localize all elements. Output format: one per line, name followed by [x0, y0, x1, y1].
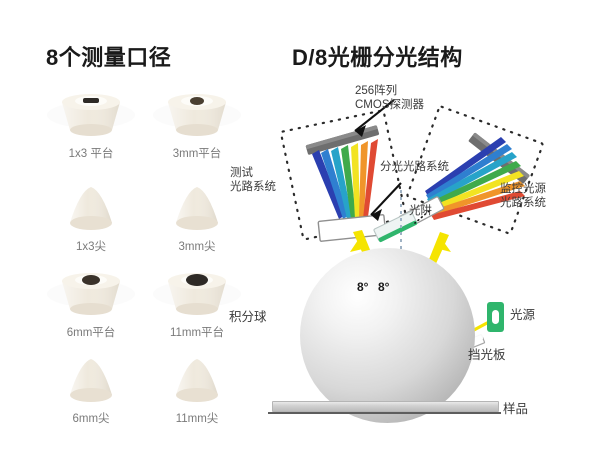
label-test-optics: 测试 光路系统	[230, 166, 276, 194]
aperture-item[interactable]: 3mm平台	[138, 82, 256, 170]
label-test-optics-line1: 测试	[230, 167, 253, 179]
aperture-label: 1x3尖	[75, 241, 107, 253]
integrating-sphere	[300, 248, 475, 423]
label-light-trap: 光阱	[409, 205, 432, 217]
label-baffle: 挡光板	[468, 348, 506, 362]
label-spectro-optics: 分光光路系统	[380, 161, 449, 173]
spectrum-fan-left	[312, 139, 378, 219]
aperture-item[interactable]: 1x3尖	[32, 175, 150, 263]
aperture-item[interactable]: 6mm平台	[32, 261, 150, 349]
label-monitor-line1: 监控光源	[500, 183, 546, 195]
aperture-item[interactable]: 1x3 平台	[32, 82, 150, 170]
aperture-item[interactable]: 6mm尖	[32, 347, 150, 435]
aperture-item[interactable]: 11mm平台	[138, 261, 256, 349]
page-title-left: 8个测量口径	[46, 45, 172, 70]
aperture-label: 11mm平台	[169, 327, 225, 339]
label-sample: 样品	[503, 402, 529, 416]
aperture-label: 3mm尖	[178, 241, 216, 253]
aperture-item[interactable]: 3mm尖	[138, 175, 256, 263]
aperture-label: 6mm平台	[66, 327, 116, 339]
aperture-label: 1x3 平台	[68, 148, 114, 160]
label-angle-left: 8°	[357, 280, 369, 294]
spectrum-fan-right	[425, 137, 525, 220]
aperture-cone-icon	[138, 347, 256, 411]
aperture-platform-icon	[138, 82, 256, 146]
aperture-grid: 1x3 平台	[20, 82, 270, 437]
label-monitor-line2: 光路系统	[500, 197, 546, 209]
label-test-optics-line2: 光路系统	[230, 181, 276, 193]
light-source-icon	[487, 302, 504, 332]
light-trap-element	[373, 211, 418, 243]
aperture-label: 6mm尖	[72, 413, 110, 425]
aperture-label: 3mm平台	[172, 148, 222, 160]
aperture-platform-icon	[32, 261, 150, 325]
sample-stage	[272, 401, 499, 412]
aperture-platform-icon	[138, 261, 256, 325]
aperture-platform-icon	[32, 82, 150, 146]
aperture-cone-icon	[32, 175, 150, 239]
label-cmos-line1: 256阵列	[355, 85, 398, 97]
label-monitor-optics: 监控光源 光路系统	[500, 182, 546, 210]
label-integrating-sphere: 积分球	[229, 310, 267, 324]
aperture-item[interactable]: 11mm尖	[138, 347, 256, 435]
aperture-cone-icon	[138, 175, 256, 239]
page-title-right: D/8光栅分光结构	[292, 45, 463, 70]
aperture-label: 11mm尖	[175, 413, 219, 425]
label-angle-right: 8°	[378, 280, 390, 294]
d8-diagram: 256阵列 CMOS探测器 测试 光路系统 分光光路系统 光阱 监控光源 光路系…	[215, 80, 600, 440]
label-cmos-line2: CMOS探测器	[355, 99, 424, 111]
sample-baseline	[268, 412, 501, 414]
aperture-cone-icon	[32, 347, 150, 411]
label-light-source: 光源	[510, 308, 536, 322]
label-cmos-detector: 256阵列 CMOS探测器	[355, 84, 424, 112]
